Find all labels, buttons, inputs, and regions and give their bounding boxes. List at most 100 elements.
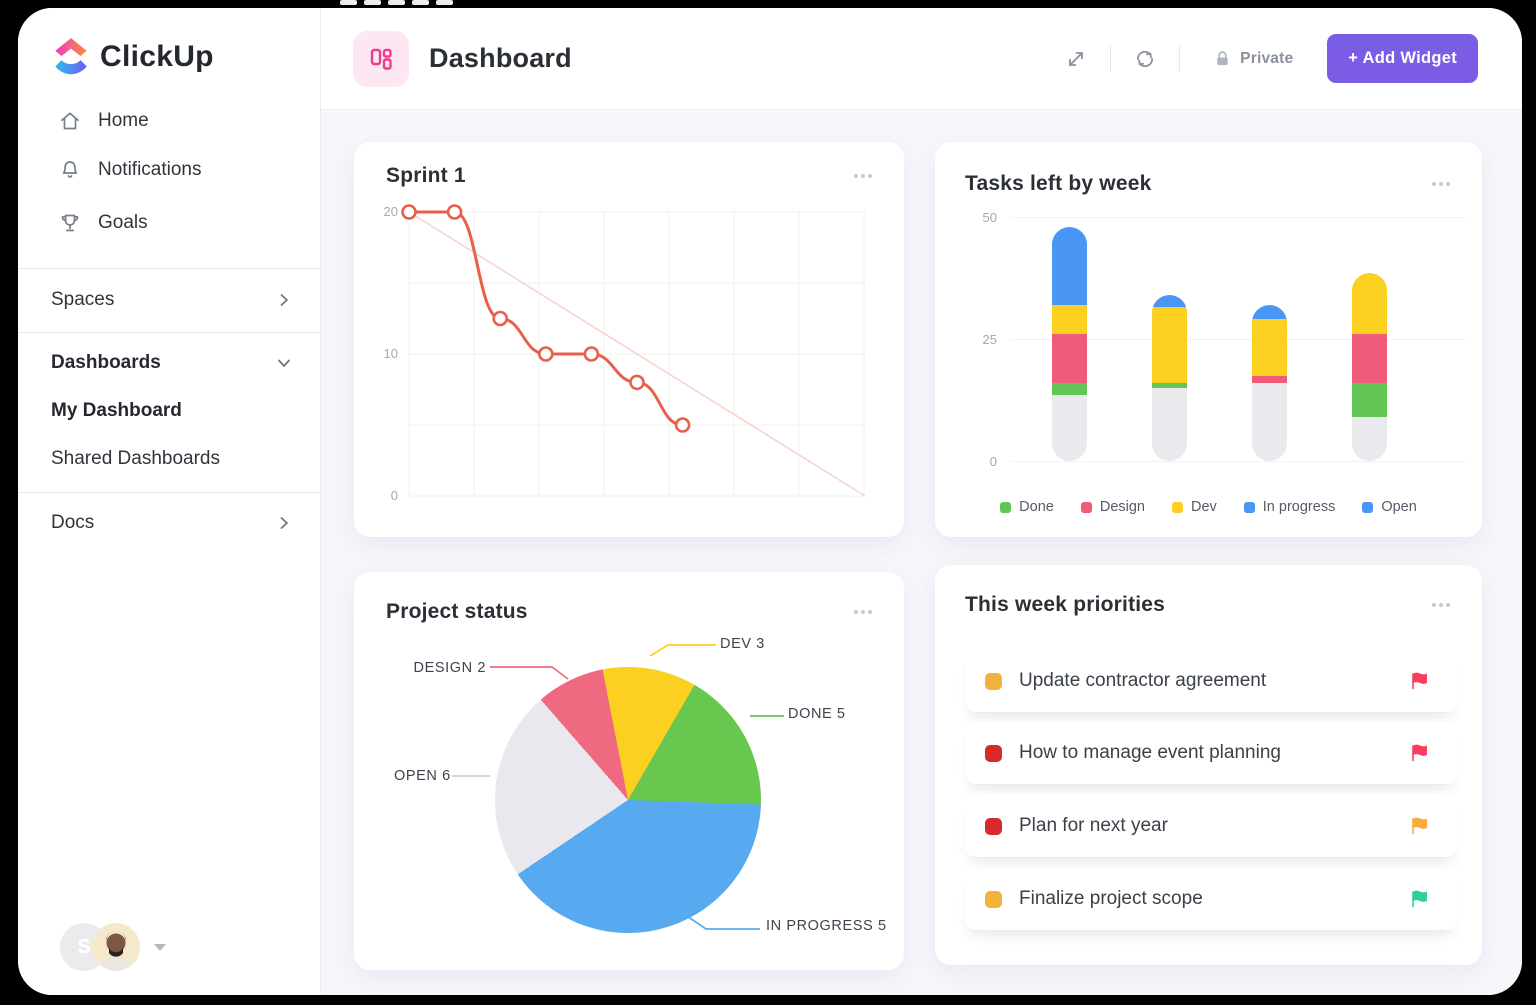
avatar-dropdown-caret[interactable] — [154, 944, 166, 951]
widget-sprint: Sprint 1 0 10 20 — [354, 142, 904, 537]
pie-label-design: DESIGN 2 — [413, 660, 486, 676]
pie-label-dev: DEV 3 — [720, 636, 765, 652]
priority-task-label: How to manage event planning — [1019, 742, 1281, 763]
bar-segment — [1152, 382, 1187, 388]
bar-segment — [1352, 334, 1387, 383]
widget-title: Tasks left by week — [965, 172, 1152, 195]
legend-swatch — [1000, 501, 1012, 513]
legend-label: In progress — [1262, 499, 1336, 515]
priority-task-label: Finalize project scope — [1019, 888, 1203, 909]
svg-text:20: 20 — [384, 204, 398, 219]
pie-label-done: DONE 5 — [788, 706, 846, 722]
sidebar-item-label: Notifications — [98, 159, 202, 180]
lock-icon — [1217, 51, 1228, 66]
bar-segment — [1152, 387, 1187, 461]
bar-segment — [1252, 304, 1287, 320]
legend-label: Dev — [1190, 499, 1217, 515]
app-window: ClickUp Home Notifications Goals — [18, 8, 1522, 995]
widget-title: Sprint 1 — [386, 164, 466, 187]
y-tick-label: 50 — [982, 210, 997, 225]
person-portrait — [92, 923, 140, 971]
bar-segment — [1052, 334, 1087, 383]
widget-menu-button[interactable] — [1425, 599, 1454, 611]
priority-flag-icon[interactable] — [1409, 888, 1431, 910]
legend-item: Open — [1362, 499, 1417, 515]
refresh-button[interactable] — [1132, 46, 1158, 72]
bar-segment — [1352, 273, 1387, 335]
widget-menu-button[interactable] — [847, 170, 876, 182]
priority-flag-icon[interactable] — [1409, 670, 1431, 692]
burndown-chart: 0 10 20 — [384, 204, 866, 503]
priority-flag-icon[interactable] — [1409, 742, 1431, 764]
sidebar-item-spaces[interactable]: Spaces — [18, 283, 320, 317]
sidebar-item-shared-dashboards[interactable]: Shared Dashboards — [51, 448, 220, 469]
sidebar-section-label: Spaces — [51, 289, 115, 310]
legend-swatch — [1243, 501, 1255, 513]
chevron-right-icon — [280, 294, 288, 306]
widget-menu-button[interactable] — [847, 606, 876, 618]
priority-row[interactable]: Plan for next year — [965, 795, 1457, 857]
sidebar: ClickUp Home Notifications Goals — [18, 8, 321, 995]
page-header: Dashboard — [321, 8, 1522, 110]
dashboard-tile-icon — [353, 30, 409, 87]
bar-segment — [1052, 395, 1087, 461]
sidebar-item-notifications[interactable]: Notifications — [18, 153, 320, 187]
privacy-label: Private — [1240, 49, 1294, 67]
legend-swatch — [1080, 501, 1092, 513]
stacked-bar-chart — [935, 142, 1482, 537]
add-widget-button[interactable]: + Add Widget — [1327, 34, 1478, 83]
sidebar-item-goals[interactable]: Goals — [18, 206, 320, 240]
sidebar-section-label: Dashboards — [51, 352, 161, 373]
widget-menu-button[interactable] — [1425, 178, 1454, 190]
bell-icon — [62, 161, 78, 178]
priority-flag-icon[interactable] — [1409, 815, 1431, 837]
divider — [18, 332, 320, 333]
avatar-photo[interactable] — [92, 923, 140, 971]
expand-button[interactable] — [1063, 46, 1089, 72]
privacy-setting[interactable]: Private — [1213, 49, 1293, 68]
sidebar-item-home[interactable]: Home — [18, 104, 320, 138]
legend-swatch — [1171, 501, 1183, 513]
bar-segment — [1052, 382, 1087, 396]
chart-legend: Done Design Dev In progress Open — [935, 499, 1482, 515]
sidebar-item-dashboards[interactable]: Dashboards — [18, 346, 320, 380]
y-tick-label: 0 — [989, 454, 997, 469]
widget-tasks-left-by-week: Tasks left by week 50 25 0 Done Design Dev In… — [935, 142, 1482, 537]
priority-task-label: Update contractor agreement — [1019, 670, 1267, 691]
priority-row[interactable]: How to manage event planning — [965, 722, 1457, 784]
bar-segment — [1052, 304, 1087, 335]
svg-text:0: 0 — [391, 488, 398, 503]
clickup-logo-text: ClickUp — [100, 40, 214, 73]
expand-icon — [1069, 51, 1084, 66]
gridline — [1011, 461, 1466, 462]
legend-item: In progress — [1243, 499, 1336, 515]
legend-item: Dev — [1171, 499, 1217, 515]
status-square — [985, 817, 1002, 835]
bar-segment — [1152, 307, 1187, 383]
pie-label-open: OPEN 6 — [394, 768, 451, 784]
clickup-logo[interactable]: ClickUp — [52, 35, 214, 79]
pie-chart — [495, 667, 761, 933]
top-edge-dashes — [340, 0, 453, 5]
widget-week-priorities: This week priorities Update contractor a… — [935, 565, 1482, 965]
bar-segment — [1252, 319, 1287, 376]
divider — [18, 492, 320, 493]
sidebar-item-docs[interactable]: Docs — [18, 506, 320, 540]
home-icon — [61, 112, 79, 130]
widget-title: This week priorities — [965, 593, 1166, 616]
y-tick-label: 25 — [982, 332, 997, 347]
stacked-bar — [1252, 304, 1287, 461]
legend-label: Open — [1381, 499, 1417, 515]
bar-segment — [1252, 382, 1287, 461]
status-square — [985, 890, 1002, 908]
bar-segment — [1352, 382, 1387, 418]
priority-task-label: Plan for next year — [1019, 815, 1168, 836]
bar-segment — [1352, 417, 1387, 461]
sidebar-item-my-dashboard[interactable]: My Dashboard — [51, 400, 182, 421]
divider — [18, 268, 320, 269]
widget-project-status: Project status DEV 3 DONE 5 IN PROGRESS 5 O… — [354, 572, 904, 970]
legend-label: Done — [1019, 499, 1054, 515]
svg-text:10: 10 — [384, 346, 398, 361]
priority-row[interactable]: Finalize project scope — [965, 868, 1457, 930]
priority-row[interactable]: Update contractor agreement — [965, 650, 1457, 712]
